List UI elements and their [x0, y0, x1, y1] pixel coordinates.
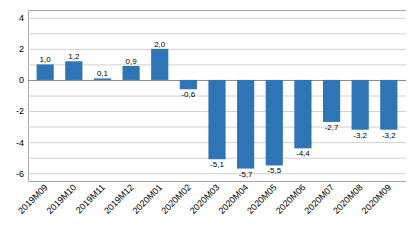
x-tick: 2019M11: [74, 181, 107, 215]
grid-line: [28, 49, 406, 50]
plot: -6-4-20242019M092019M102019M112019M12202…: [16, 11, 406, 216]
x-tick-label: 2019M11: [74, 182, 107, 215]
x-tick: 2019M10: [45, 181, 79, 216]
bar: [94, 78, 111, 80]
y-tick-label: 2: [19, 44, 24, 54]
y-tick-label: 4: [19, 13, 24, 23]
x-tick: 2020M05: [245, 181, 279, 216]
data-label: -5,7: [239, 170, 253, 179]
x-axis: 2019M092019M102019M112019M122020M012020M…: [16, 181, 393, 216]
data-label: -4,4: [296, 149, 310, 158]
bar: [123, 66, 140, 80]
y-tick-label: -6: [16, 169, 24, 179]
grid-line: [28, 18, 406, 19]
x-tick: 2020M07: [302, 181, 336, 216]
bar: [352, 80, 369, 130]
x-tick: 2020M01: [131, 181, 165, 216]
bar: [37, 64, 54, 80]
y-tick-label: 0: [19, 75, 24, 85]
grid-line: [28, 64, 406, 65]
y-axis: -6 -4 -2 0 2 4: [16, 11, 406, 182]
x-tick: 2019M09: [16, 181, 50, 216]
bar: [380, 80, 397, 130]
x-tick-label: 2020M09: [360, 182, 394, 216]
x-tick: 2020M06: [274, 181, 308, 216]
x-tick-label: 2020M02: [159, 182, 193, 216]
bar: [208, 80, 225, 159]
data-label: 2,0: [154, 40, 166, 49]
x-tick-label: 2020M04: [217, 182, 251, 216]
x-tick-label: 2020M01: [131, 182, 165, 216]
x-tick: 2020M09: [360, 181, 394, 216]
bar: [266, 80, 283, 166]
grid-line: [28, 173, 406, 174]
y-tick: [28, 64, 406, 65]
bar: [323, 80, 340, 122]
x-tick-label: 2019M09: [16, 182, 50, 216]
bar: [151, 49, 168, 80]
bar: [294, 80, 311, 148]
data-label: 0,9: [126, 57, 138, 66]
x-tick-label: 2020M05: [245, 182, 279, 216]
x-tick: 2019M12: [102, 181, 136, 216]
x-tick-label: 2020M07: [302, 182, 336, 216]
y-tick-label: -4: [16, 138, 24, 148]
data-label: -2,7: [325, 123, 339, 132]
bar: [237, 80, 254, 169]
x-tick: 2020M04: [217, 181, 251, 216]
x-tick: 2020M02: [159, 181, 193, 216]
x-tick-label: 2020M03: [188, 182, 222, 216]
y-tick: -6: [16, 169, 406, 179]
data-label: 0,1: [97, 69, 109, 78]
data-label: -5,5: [267, 166, 281, 175]
data-label: -5,1: [210, 160, 224, 169]
x-tick-label: 2020M06: [274, 182, 308, 216]
data-label: -3,2: [353, 131, 367, 140]
y-tick: [28, 33, 406, 34]
x-tick-label: 2020M08: [331, 182, 365, 216]
x-tick-label: 2019M12: [102, 182, 136, 216]
bar: [65, 61, 82, 80]
y-axis-line: [29, 11, 407, 182]
y-tick-label: -2: [16, 106, 24, 116]
x-tick-label: 2019M10: [45, 182, 79, 216]
x-tick: 2020M03: [188, 181, 222, 216]
data-label: -3,2: [382, 131, 396, 140]
bars: [37, 49, 398, 169]
y-tick: 4: [19, 13, 406, 23]
x-tick: 2020M08: [331, 181, 365, 216]
data-label: -0,6: [181, 90, 195, 99]
chart: -6-4-20242019M092019M102019M112019M12202…: [0, 0, 416, 227]
data-labels: 1,0 1,2 0,1 0,9 2,0 -0,6 -5,1 -5,7 -5,5 -4,4 -2,7 -…: [40, 40, 397, 179]
data-label: 1,0: [40, 55, 52, 64]
grid-line: [28, 33, 406, 34]
data-label: 1,2: [68, 52, 80, 61]
bar: [180, 80, 197, 89]
